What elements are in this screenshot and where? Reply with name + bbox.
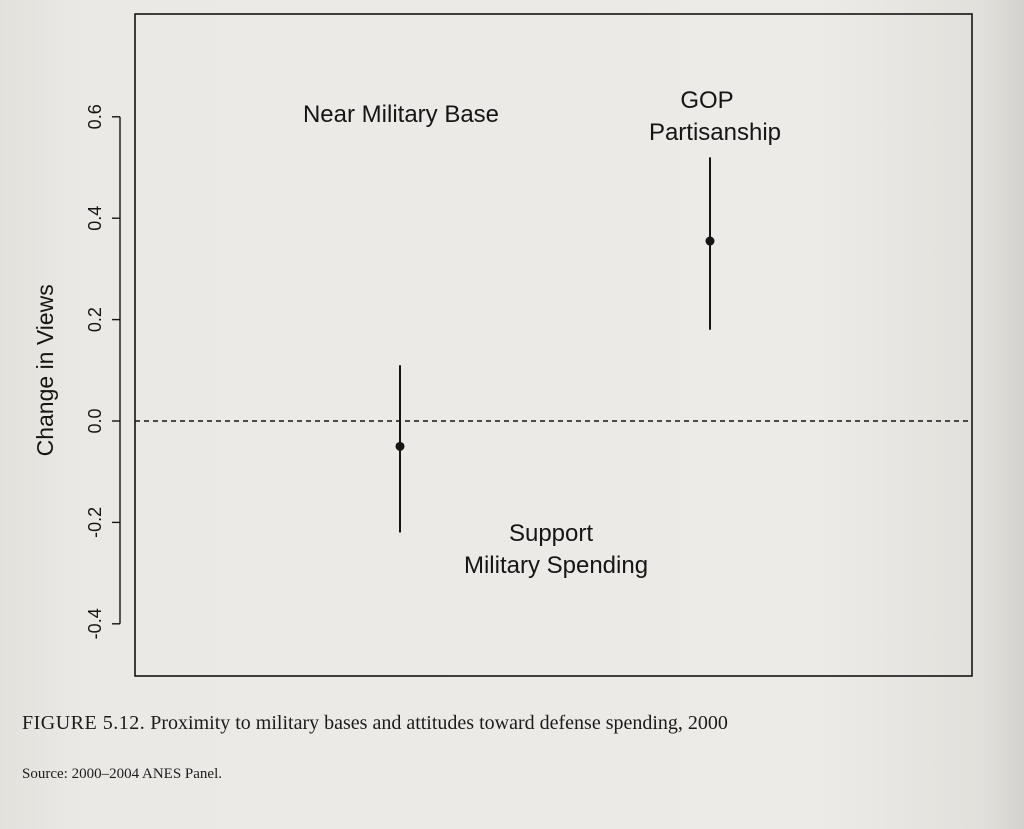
data-point: [395, 441, 405, 451]
annotation-label: GOP: [680, 87, 733, 114]
annotations: Near Military Base GOP Partisanship Support…: [303, 87, 781, 579]
annotation-label: Near Military Base: [303, 101, 499, 128]
y-axis-label: Change in Views: [32, 284, 58, 456]
annotation-label: Partisanship: [649, 119, 781, 146]
data-point: [705, 236, 715, 246]
y-tick-label: -0.4: [85, 608, 105, 639]
y-tick-label: 0.0: [85, 408, 105, 433]
figure-number: FIGURE 5.12.: [22, 712, 146, 734]
figure-caption: FIGURE 5.12. Proximity to military bases…: [22, 712, 1002, 735]
y-axis-tick-labels: -0.4 -0.2 0.0 0.2 0.4 0.6: [85, 104, 105, 639]
y-axis-ticks: [112, 116, 120, 625]
plot-frame: [134, 13, 973, 677]
y-tick-label: -0.2: [85, 507, 105, 538]
figure-source: Source: 2000–2004 ANES Panel.: [22, 766, 222, 782]
y-tick-label: 0.2: [85, 307, 105, 332]
annotation-label: Support: [509, 520, 593, 547]
chart: -0.4 -0.2 0.0 0.2 0.4 0.6 Change in Views Nea…: [32, 13, 973, 677]
error-bars: [399, 157, 711, 533]
y-tick-label: 0.4: [85, 206, 105, 231]
annotation-label: Military Spending: [464, 552, 648, 579]
figure-caption-text: Proximity to military bases and attitude…: [150, 712, 728, 734]
y-tick-label: 0.6: [85, 104, 105, 129]
data-points: [395, 236, 715, 451]
